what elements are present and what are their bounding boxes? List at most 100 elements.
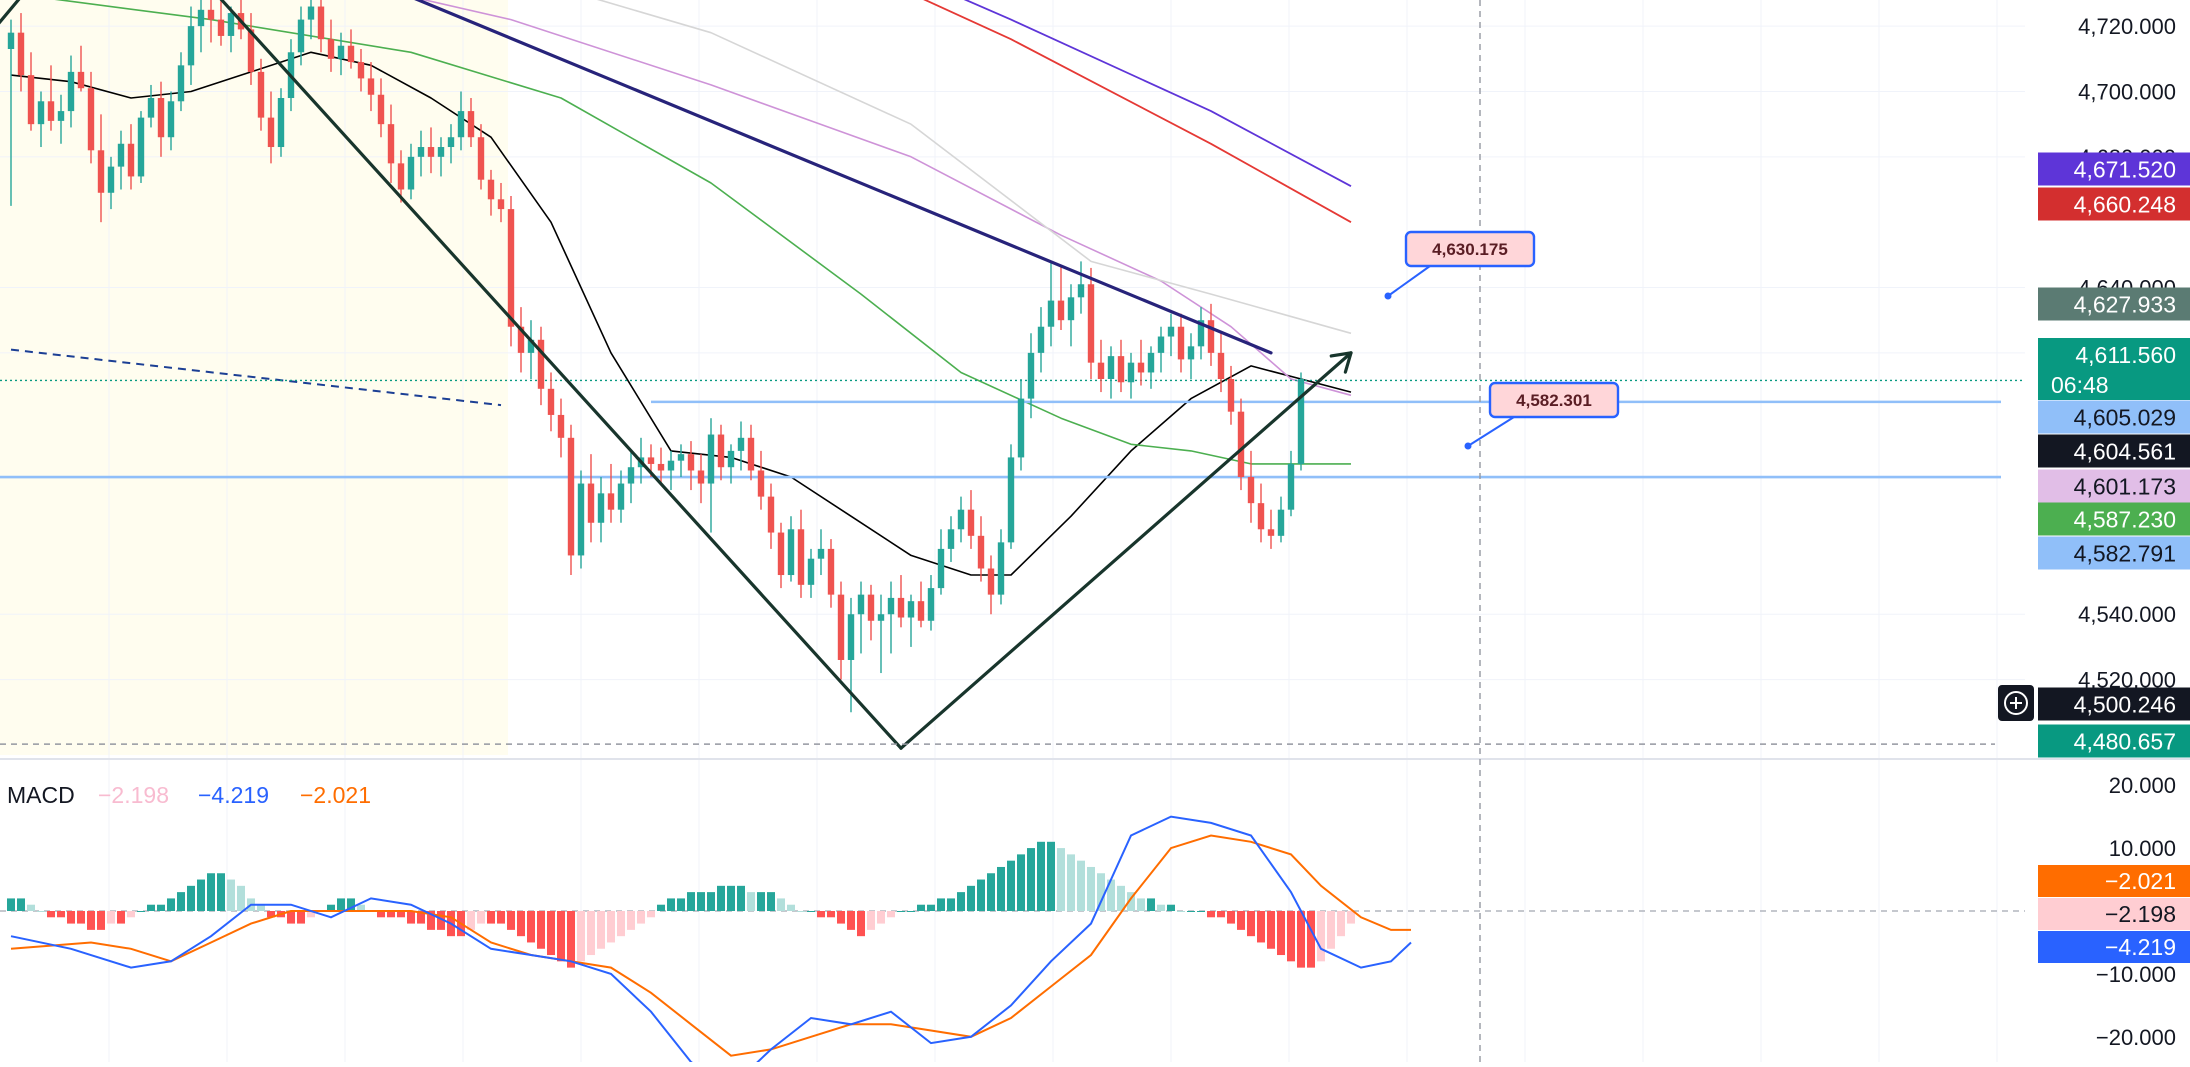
candle[interactable] xyxy=(257,58,265,131)
candle[interactable] xyxy=(967,490,975,549)
candle[interactable] xyxy=(937,529,945,595)
candle[interactable] xyxy=(1227,365,1235,425)
candle[interactable] xyxy=(177,52,185,112)
candle[interactable] xyxy=(1207,303,1215,366)
candle[interactable] xyxy=(107,156,115,210)
candle[interactable] xyxy=(247,13,255,85)
candle[interactable] xyxy=(987,555,995,615)
candle[interactable] xyxy=(517,307,525,373)
candle[interactable] xyxy=(767,483,775,549)
candle[interactable] xyxy=(457,91,465,151)
candle[interactable] xyxy=(837,581,845,680)
candle[interactable] xyxy=(1077,261,1085,314)
macd-pane[interactable]: 20.000 10.000 −10.000 −20.000 −2.021 −2.198 −4… xyxy=(0,773,2190,1067)
candle[interactable] xyxy=(187,6,195,85)
moving-average-line-4[interactable] xyxy=(511,0,1352,335)
candle[interactable] xyxy=(167,91,175,151)
candle[interactable] xyxy=(37,91,45,148)
candle[interactable] xyxy=(877,594,885,674)
candle[interactable] xyxy=(797,509,805,598)
candle[interactable] xyxy=(1187,333,1195,379)
candle[interactable] xyxy=(1107,346,1115,399)
candle[interactable] xyxy=(17,13,25,92)
candle[interactable] xyxy=(347,29,355,69)
candle[interactable] xyxy=(47,65,55,131)
candle[interactable] xyxy=(1247,450,1255,523)
candle[interactable] xyxy=(547,372,555,432)
candle[interactable] xyxy=(777,522,785,589)
candle[interactable] xyxy=(657,447,665,484)
candle[interactable] xyxy=(387,104,395,183)
candle[interactable] xyxy=(587,454,595,543)
candle[interactable] xyxy=(1007,444,1015,549)
candle[interactable] xyxy=(1277,496,1285,543)
candle[interactable] xyxy=(917,581,925,628)
candle[interactable] xyxy=(407,143,415,200)
candle[interactable] xyxy=(1087,267,1095,379)
candle[interactable] xyxy=(437,137,445,177)
candle[interactable] xyxy=(317,0,325,53)
descending-leg[interactable] xyxy=(0,0,51,33)
candle[interactable] xyxy=(197,0,205,53)
candle[interactable] xyxy=(787,516,795,582)
candle[interactable] xyxy=(127,124,135,190)
moving-average-line-5[interactable] xyxy=(811,0,1352,223)
candle[interactable] xyxy=(7,19,15,206)
candle[interactable] xyxy=(577,470,585,569)
callout-4630[interactable]: 4,630.175 xyxy=(1384,230,1536,300)
candle[interactable] xyxy=(297,6,305,66)
candle[interactable] xyxy=(1177,313,1185,373)
candle[interactable] xyxy=(307,0,315,40)
candle[interactable] xyxy=(1137,339,1145,386)
candle[interactable] xyxy=(97,114,105,223)
candle[interactable] xyxy=(397,150,405,203)
candle[interactable] xyxy=(1257,483,1265,543)
candle[interactable] xyxy=(507,196,515,347)
callout-4582[interactable]: 4,582.301 xyxy=(1464,381,1620,450)
candle[interactable] xyxy=(947,516,955,562)
candle[interactable] xyxy=(447,124,455,164)
macd-line[interactable] xyxy=(10,815,1412,1067)
candle[interactable] xyxy=(1037,307,1045,373)
candle[interactable] xyxy=(887,581,895,654)
candle[interactable] xyxy=(277,88,285,157)
candle[interactable] xyxy=(1287,450,1295,517)
candle[interactable] xyxy=(727,444,735,484)
candle[interactable] xyxy=(477,124,485,190)
old-trend-dashed[interactable] xyxy=(10,348,502,407)
candle[interactable] xyxy=(977,516,985,582)
candle[interactable] xyxy=(687,441,695,491)
candle[interactable] xyxy=(1057,264,1065,330)
candle[interactable] xyxy=(617,470,625,523)
candle[interactable] xyxy=(627,450,635,504)
candle[interactable] xyxy=(997,529,1005,605)
candle[interactable] xyxy=(537,326,545,406)
candle[interactable] xyxy=(147,84,155,128)
candle[interactable] xyxy=(1097,339,1105,393)
candle[interactable] xyxy=(957,496,965,543)
candle[interactable] xyxy=(217,0,225,46)
candle[interactable] xyxy=(677,444,685,478)
candle[interactable] xyxy=(207,0,215,43)
candle[interactable] xyxy=(1217,333,1225,393)
candle[interactable] xyxy=(567,424,575,576)
candle[interactable] xyxy=(927,575,935,631)
candle[interactable] xyxy=(717,424,725,481)
candle[interactable] xyxy=(897,575,905,628)
candle[interactable] xyxy=(117,130,125,190)
candle[interactable] xyxy=(87,71,95,164)
candle[interactable] xyxy=(427,127,435,174)
candle[interactable] xyxy=(827,539,835,608)
moving-average-line-6[interactable] xyxy=(831,0,1352,187)
candle[interactable] xyxy=(327,19,335,72)
candle[interactable] xyxy=(367,62,375,112)
candle[interactable] xyxy=(137,111,145,183)
candle[interactable] xyxy=(1017,379,1025,471)
candle[interactable] xyxy=(417,130,425,177)
candle[interactable] xyxy=(857,581,865,654)
candle[interactable] xyxy=(707,418,715,533)
candle[interactable] xyxy=(557,398,565,458)
macd-legend[interactable]: MACD −2.198 −4.219 −2.021 xyxy=(7,782,371,808)
descending-leg-2[interactable] xyxy=(201,0,903,750)
